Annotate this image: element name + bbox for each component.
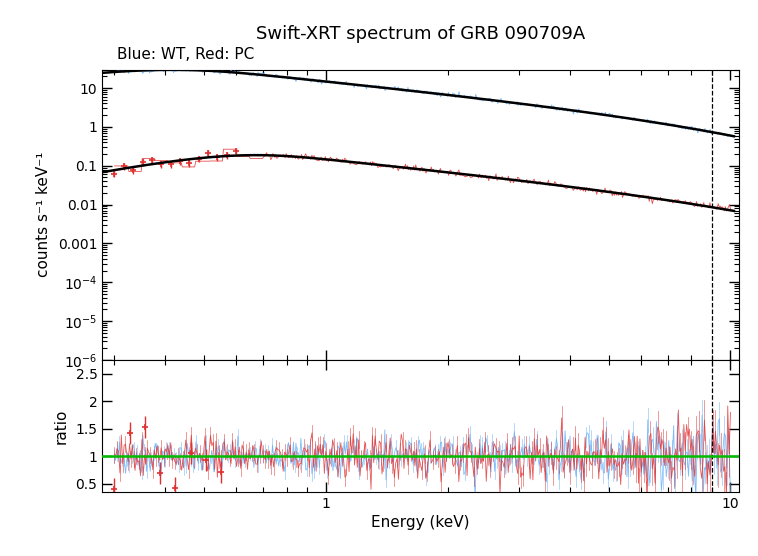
Text: Swift-XRT spectrum of GRB 090709A: Swift-XRT spectrum of GRB 090709A — [256, 25, 585, 43]
X-axis label: Energy (keV): Energy (keV) — [371, 515, 470, 530]
Y-axis label: counts s⁻¹ keV⁻¹: counts s⁻¹ keV⁻¹ — [36, 152, 51, 277]
Y-axis label: ratio: ratio — [54, 408, 68, 444]
Text: Blue: WT, Red: PC: Blue: WT, Red: PC — [117, 47, 255, 62]
